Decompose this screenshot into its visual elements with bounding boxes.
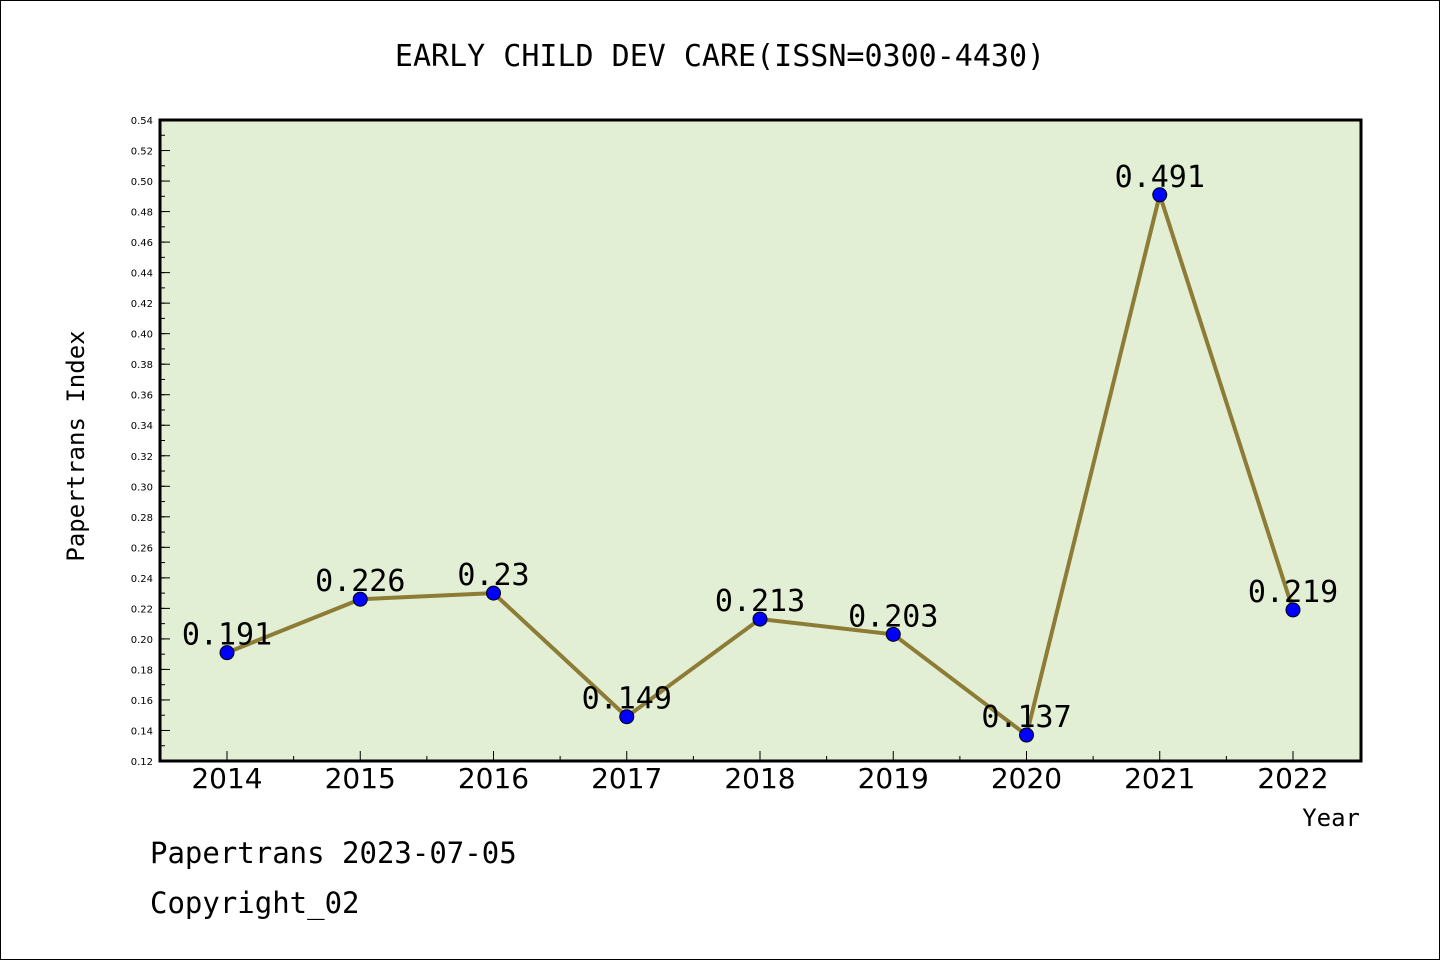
data-point [619, 709, 635, 725]
data-label: 0.203 [848, 599, 938, 634]
axis-ticks: 0.12 0.14 0.16 0.18 0.20 0.22 0.24 0.26 0.28 0.30… [131, 116, 1329, 795]
y-tick-label: 0.28 [131, 513, 153, 524]
chart-title: EARLY CHILD DEV CARE(ISSN=0300-4430) [395, 39, 1045, 74]
x-tick-label: 2014 [191, 762, 262, 795]
y-tick-label: 0.26 [131, 543, 153, 554]
x-tick-label: 2016 [458, 762, 529, 795]
y-tick-label: 0.12 [131, 757, 153, 768]
y-tick-label: 0.24 [131, 574, 153, 585]
data-point [885, 626, 901, 642]
data-point [352, 591, 368, 607]
y-tick-label: 0.50 [131, 177, 153, 188]
y-tick-label: 0.30 [131, 482, 153, 493]
x-tick-label: 2015 [325, 762, 396, 795]
y-tick-label: 0.34 [131, 421, 153, 432]
y-tick-label: 0.18 [131, 665, 153, 676]
y-tick-label: 0.38 [131, 360, 153, 371]
data-point [486, 585, 501, 601]
footer-date: Papertrans 2023-07-05 [150, 836, 517, 870]
y-tick-label: 0.32 [131, 452, 153, 463]
x-tick-label: 2018 [724, 762, 795, 795]
data-point [752, 611, 768, 627]
y-tick-label: 0.40 [131, 330, 153, 341]
x-tick-label: 2021 [1124, 762, 1195, 795]
y-axis-label: Papertrans Index [62, 330, 90, 561]
plot-area [160, 120, 1361, 761]
data-label: 0.226 [315, 564, 405, 599]
y-tick-label: 0.52 [131, 147, 153, 158]
y-tick-label: 0.48 [131, 208, 153, 219]
y-tick-label: 0.14 [131, 726, 153, 737]
x-axis-label: Year [1302, 804, 1360, 832]
y-tick-label: 0.36 [131, 391, 153, 402]
data-point [1019, 727, 1034, 743]
x-tick-label: 2017 [591, 762, 662, 795]
plot-border [158, 118, 1363, 763]
data-label: 0.213 [715, 584, 805, 619]
y-tick-label: 0.54 [131, 116, 153, 127]
data-label: 0.219 [1248, 575, 1338, 610]
y-tick-label: 0.46 [131, 238, 153, 249]
y-tick-label: 0.20 [131, 635, 153, 646]
y-tick-label: 0.22 [131, 604, 153, 615]
footer-copyright: Copyright_02 [150, 886, 360, 920]
x-tick-label: 2020 [991, 762, 1062, 795]
data-point [1285, 602, 1301, 618]
data-series: 0.191 0.226 0.23 0.149 0.213 0.203 0.137 0.491 0… [182, 160, 1338, 743]
data-point [219, 645, 235, 661]
y-tick-label: 0.42 [131, 299, 153, 310]
data-label: 0.149 [582, 682, 672, 717]
data-label: 0.191 [182, 618, 272, 653]
data-label: 0.137 [981, 700, 1071, 735]
data-point [1152, 187, 1168, 203]
data-label: 0.491 [1115, 160, 1205, 195]
y-tick-label: 0.44 [131, 269, 153, 280]
x-tick-label: 2019 [858, 762, 929, 795]
data-label: 0.23 [457, 558, 529, 593]
x-tick-label: 2022 [1257, 762, 1328, 795]
y-tick-label: 0.16 [131, 696, 153, 707]
